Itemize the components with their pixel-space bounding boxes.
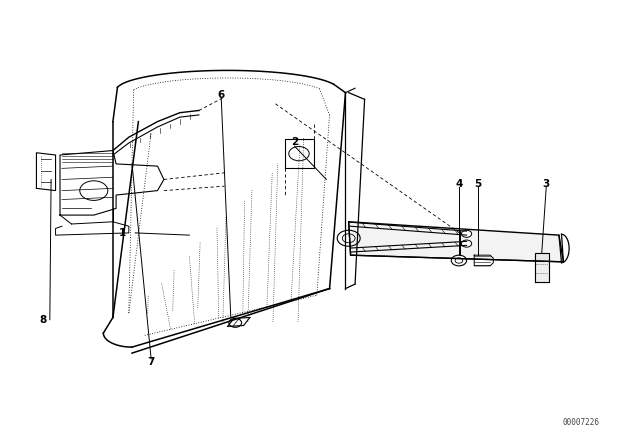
Text: 1: 1 — [119, 228, 126, 238]
Text: 2: 2 — [291, 137, 298, 146]
Circle shape — [461, 230, 472, 237]
Text: 8: 8 — [39, 315, 47, 325]
Circle shape — [461, 240, 472, 247]
Polygon shape — [535, 253, 548, 282]
Text: 3: 3 — [543, 179, 550, 189]
Text: 4: 4 — [455, 179, 463, 189]
Text: 7: 7 — [147, 357, 155, 367]
Text: 5: 5 — [474, 179, 482, 189]
Text: 00007226: 00007226 — [563, 418, 600, 426]
Circle shape — [451, 255, 467, 266]
Text: 6: 6 — [218, 90, 225, 100]
Polygon shape — [349, 222, 563, 262]
